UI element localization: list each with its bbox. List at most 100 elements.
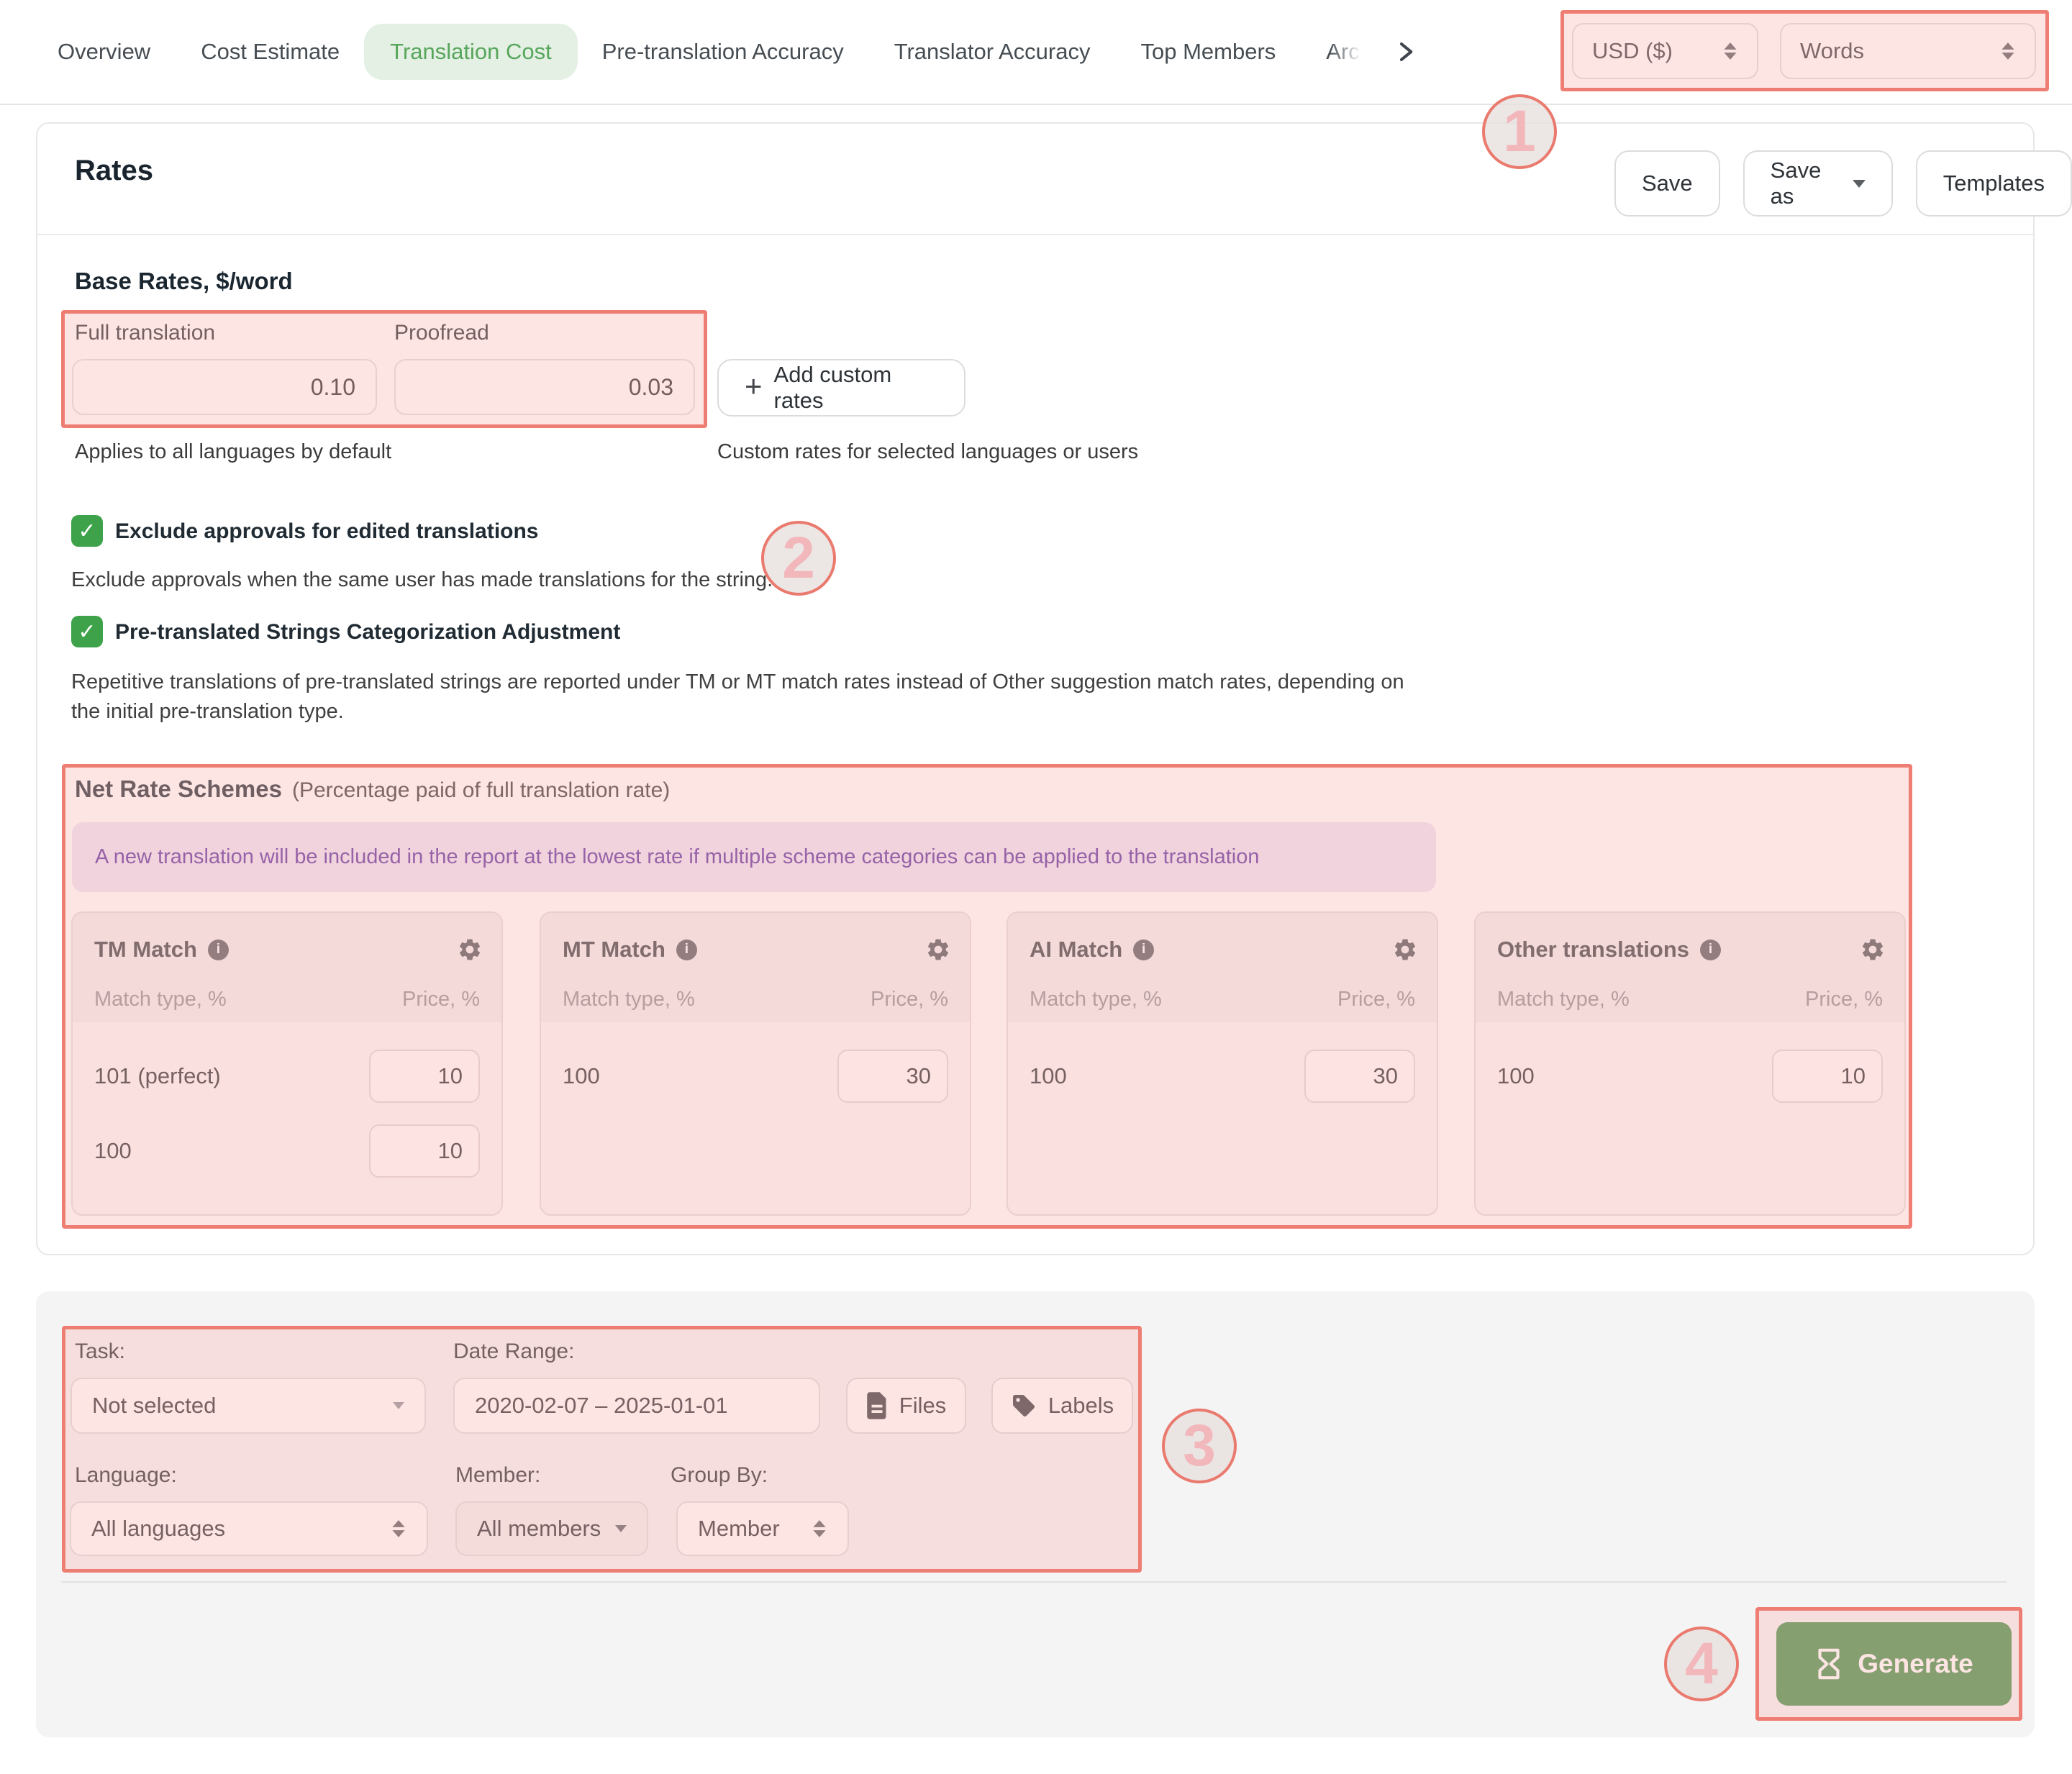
tm-101-price-input[interactable]: 10 [369, 1050, 480, 1103]
currency-value: USD ($) [1592, 38, 1673, 63]
unit-value: Words [1800, 38, 1865, 63]
mt-100-price-input[interactable]: 30 [837, 1050, 948, 1103]
report-unit-select[interactable]: Words [1780, 23, 2036, 79]
ai-match-header [1008, 913, 1437, 1022]
generate-button[interactable]: Generate [1776, 1622, 2012, 1706]
checkmark-icon: ✓ [78, 519, 96, 543]
caret-down-icon [393, 1402, 404, 1409]
updown-stepper-icon [392, 1520, 405, 1537]
tag-icon [1012, 1395, 1035, 1416]
member-label: Member: [455, 1463, 541, 1487]
task-label: Task: [75, 1339, 126, 1363]
tab-archived-truncated[interactable]: Arc [1326, 39, 1360, 64]
tm-match-card: TM Match i Match type, % Price, % 101 (p… [71, 911, 503, 1216]
info-icon[interactable]: i [1133, 939, 1155, 960]
tab-pre-translation-accuracy[interactable]: Pre-translation Accuracy [601, 39, 844, 64]
ai-match-title: AI Match [1030, 937, 1123, 962]
updown-stepper-icon [813, 1520, 826, 1537]
currency-select[interactable]: USD ($) [1572, 23, 1758, 79]
ai-match-card: AI Match i Match type, % Price, % 100 30 [1007, 911, 1438, 1216]
match-type-header: Match type, % [1497, 988, 1630, 1011]
rates-actions: Save Save as Templates [1614, 150, 2072, 217]
tab-overview[interactable]: Overview [58, 39, 151, 64]
price-header: Price, % [1337, 988, 1415, 1011]
net-rate-schemes-heading: Net Rate Schemes (Percentage paid of ful… [75, 775, 671, 802]
mt-match-row: 100 30 [563, 1050, 948, 1103]
language-select[interactable]: All languages [70, 1501, 428, 1556]
save-button[interactable]: Save [1614, 150, 1720, 217]
file-icon [867, 1392, 886, 1419]
tm-match-header [73, 913, 501, 1022]
labels-button[interactable]: Labels [991, 1378, 1133, 1434]
gear-icon[interactable] [1860, 937, 1886, 963]
add-custom-rates-button[interactable]: + Add custom rates [717, 359, 965, 417]
tab-top-members[interactable]: Top Members [1140, 39, 1276, 64]
tab-translation-cost[interactable]: Translation Cost [364, 24, 578, 80]
files-button[interactable]: Files [846, 1378, 966, 1434]
exclude-approvals-description: Exclude approvals when the same user has… [71, 568, 773, 591]
exclude-approvals-checkbox[interactable]: ✓ [71, 515, 103, 547]
checkmark-icon: ✓ [78, 619, 96, 644]
caret-down-icon [615, 1525, 627, 1532]
exclude-approvals-label: Exclude approvals for edited translation… [115, 519, 539, 543]
updown-stepper-icon [2001, 42, 2014, 60]
footer-divider [61, 1581, 2007, 1583]
price-header: Price, % [1805, 988, 1883, 1011]
price-header: Price, % [871, 988, 948, 1011]
tabs-overflow-chevron-right-icon[interactable] [1394, 40, 1418, 64]
language-label: Language: [75, 1463, 177, 1487]
plus-icon: + [745, 369, 763, 403]
group-by-label: Group By: [671, 1463, 768, 1487]
rates-title: Rates [75, 155, 153, 186]
custom-rates-hint: Custom rates for selected languages or u… [717, 440, 1139, 463]
proofread-rate-input[interactable]: 0.03 [394, 359, 695, 415]
other-translations-header [1476, 913, 1904, 1022]
match-type-header: Match type, % [94, 988, 227, 1011]
gear-icon[interactable] [925, 937, 951, 963]
group-by-select[interactable]: Member [676, 1501, 849, 1556]
card-divider [37, 234, 2033, 235]
hourglass-icon [1818, 1648, 1840, 1680]
caret-down-icon [1852, 179, 1866, 188]
lowest-rate-note: A new translation will be included in th… [72, 822, 1436, 892]
proofread-label: Proofread [394, 321, 489, 345]
pretranslated-adjustment-description: Repetitive translations of pre-translate… [71, 670, 1404, 723]
tm-100-price-input[interactable]: 10 [369, 1124, 480, 1178]
date-range-input[interactable]: 2020-02-07 – 2025-01-01 [453, 1378, 820, 1434]
other-100-price-input[interactable]: 10 [1772, 1050, 1883, 1103]
gear-icon[interactable] [1392, 937, 1418, 963]
report-tabs-bar: Overview Cost Estimate Translation Cost … [0, 0, 2072, 105]
templates-button[interactable]: Templates [1915, 150, 2072, 217]
ai-match-row: 100 30 [1030, 1050, 1415, 1103]
mt-match-card: MT Match i Match type, % Price, % 100 30 [540, 911, 971, 1216]
tab-cost-estimate[interactable]: Cost Estimate [201, 39, 340, 64]
tab-translator-accuracy[interactable]: Translator Accuracy [894, 39, 1091, 64]
other-translations-title: Other translations [1497, 937, 1689, 962]
mt-match-header [541, 913, 970, 1022]
updown-stepper-icon [1724, 42, 1737, 60]
pretranslated-adjustment-label: Pre-translated Strings Categorization Ad… [115, 620, 621, 644]
price-header: Price, % [402, 988, 480, 1011]
other-translations-card: Other translations i Match type, % Price… [1474, 911, 1906, 1216]
gear-icon[interactable] [457, 937, 483, 963]
save-as-button[interactable]: Save as [1742, 150, 1893, 217]
tm-match-row: 100 10 [94, 1124, 480, 1178]
info-icon[interactable]: i [207, 939, 229, 960]
base-rates-heading: Base Rates, $/word [75, 268, 293, 294]
match-type-header: Match type, % [1030, 988, 1162, 1011]
task-select[interactable]: Not selected [71, 1378, 426, 1434]
base-rates-hint: Applies to all languages by default [75, 440, 392, 463]
ai-100-price-input[interactable]: 30 [1304, 1050, 1415, 1103]
member-select[interactable]: All members [455, 1501, 648, 1556]
full-translation-label: Full translation [75, 321, 216, 345]
info-icon[interactable]: i [676, 939, 697, 960]
tm-match-row: 101 (perfect) 10 [94, 1050, 480, 1103]
mt-match-title: MT Match [563, 937, 665, 962]
info-icon[interactable]: i [1700, 939, 1721, 960]
other-translations-row: 100 10 [1497, 1050, 1883, 1103]
pretranslated-adjustment-checkbox[interactable]: ✓ [71, 616, 103, 647]
full-translation-rate-input[interactable]: 0.10 [72, 359, 377, 415]
tm-match-title: TM Match [94, 937, 197, 962]
date-range-label: Date Range: [453, 1339, 575, 1363]
